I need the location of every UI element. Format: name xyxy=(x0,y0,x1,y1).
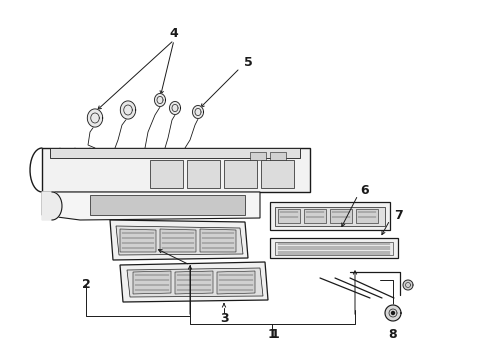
Polygon shape xyxy=(42,192,62,220)
Polygon shape xyxy=(217,271,255,294)
Text: 1: 1 xyxy=(270,328,279,342)
Text: 6: 6 xyxy=(361,184,369,197)
Polygon shape xyxy=(127,268,263,297)
Polygon shape xyxy=(187,160,220,188)
Polygon shape xyxy=(356,209,378,223)
Polygon shape xyxy=(275,242,393,255)
Polygon shape xyxy=(42,148,310,192)
Polygon shape xyxy=(200,229,236,252)
Polygon shape xyxy=(170,102,180,114)
Polygon shape xyxy=(250,152,266,160)
Polygon shape xyxy=(121,101,136,119)
Polygon shape xyxy=(403,280,413,290)
Polygon shape xyxy=(116,226,243,255)
Text: 5: 5 xyxy=(244,55,252,68)
Polygon shape xyxy=(275,207,385,226)
Polygon shape xyxy=(175,271,213,294)
Polygon shape xyxy=(154,94,166,107)
Polygon shape xyxy=(42,192,260,220)
Polygon shape xyxy=(133,271,171,294)
Text: 7: 7 xyxy=(393,208,402,221)
Polygon shape xyxy=(160,229,196,252)
Polygon shape xyxy=(270,238,398,258)
Polygon shape xyxy=(270,152,286,160)
Polygon shape xyxy=(278,209,300,223)
Polygon shape xyxy=(110,220,248,260)
Text: 3: 3 xyxy=(220,311,228,324)
Polygon shape xyxy=(120,229,156,252)
Polygon shape xyxy=(270,202,390,230)
Polygon shape xyxy=(193,105,203,118)
Polygon shape xyxy=(261,160,294,188)
Polygon shape xyxy=(87,109,103,127)
Text: 2: 2 xyxy=(82,279,90,292)
Polygon shape xyxy=(304,209,326,223)
Polygon shape xyxy=(392,311,394,315)
Text: 1: 1 xyxy=(268,328,276,342)
Polygon shape xyxy=(90,195,245,215)
Polygon shape xyxy=(50,148,300,158)
Polygon shape xyxy=(224,160,257,188)
Polygon shape xyxy=(150,160,183,188)
Text: 4: 4 xyxy=(170,27,178,40)
Polygon shape xyxy=(330,209,352,223)
Polygon shape xyxy=(120,262,268,302)
Text: 8: 8 xyxy=(389,328,397,342)
Polygon shape xyxy=(385,305,401,321)
